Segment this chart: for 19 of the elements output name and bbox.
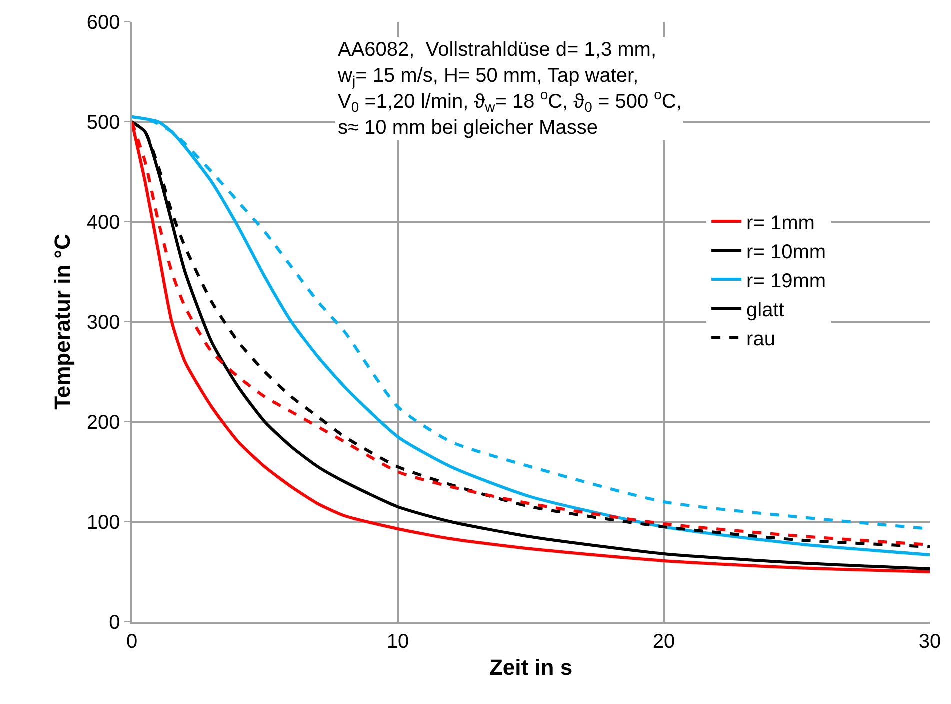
y-tick-label: 300 <box>86 312 120 334</box>
legend-label: r= 19mm <box>746 270 826 292</box>
y-tick-label: 600 <box>86 12 120 34</box>
y-tick-label: 200 <box>86 412 120 434</box>
x-tick-label: 0 <box>126 630 138 653</box>
legend-label: r= 10mm <box>746 241 826 264</box>
y-tick-label: 500 <box>86 112 120 134</box>
legend-label: rau <box>746 328 776 350</box>
y-tick-label: 400 <box>86 212 120 234</box>
text: AA6082, Vollstrahldüse d= 1,3 mm, w$_{j}$= 15 m/s, H= 50 mm, Tap water, V$_{0}$ =1,20 l/min, ϑ$_{w}$= 18 $^{o}$C, ϑ$_{0}$ = 500 $^{o}$C, s≈ 10 mm bei gleicher Masse <box>338 39 682 139</box>
x-tick-label: 10 <box>386 630 410 653</box>
y-tick-label: 100 <box>86 512 120 534</box>
legend-label: r= 1mm <box>746 212 815 234</box>
y-axis-title: Temperatur in °C <box>50 234 76 410</box>
y-tick-label: 0 <box>109 612 120 634</box>
x-axis-title: Zeit in s <box>489 655 573 680</box>
legend-label: glatt <box>746 299 785 322</box>
x-tick-label: 20 <box>652 630 676 653</box>
x-tick-label: 30 <box>918 630 942 653</box>
